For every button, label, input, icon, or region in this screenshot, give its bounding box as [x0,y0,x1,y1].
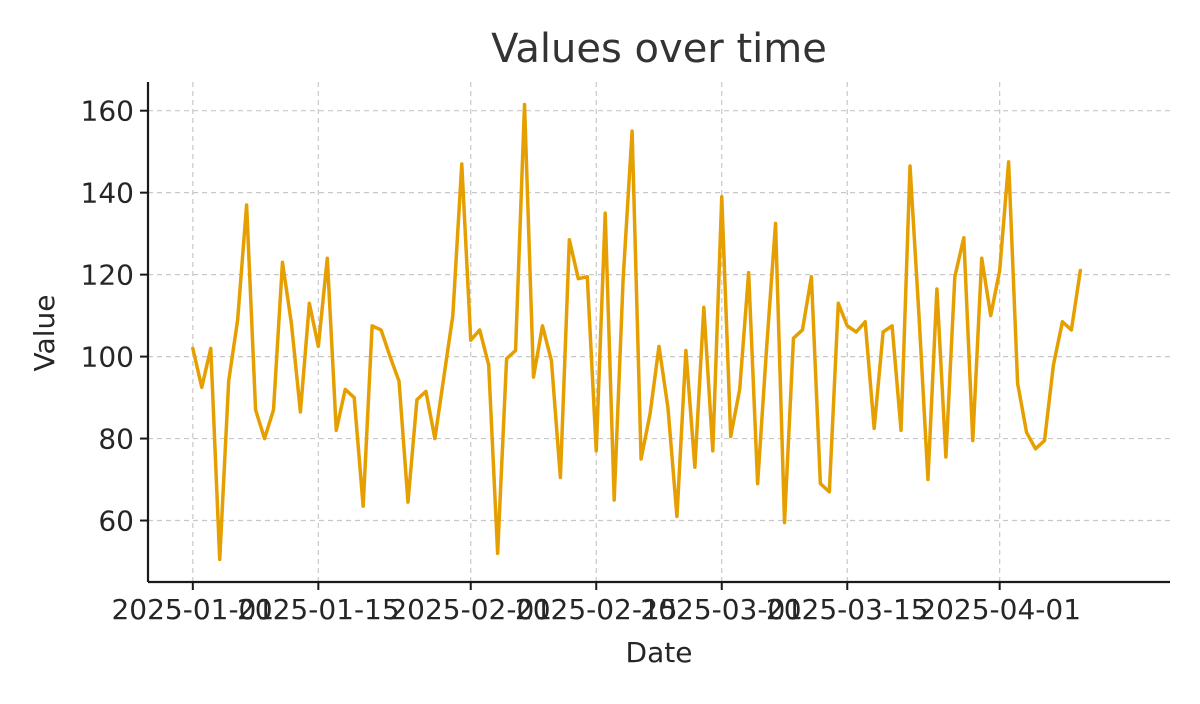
series-layer [191,102,1083,562]
y-tick-label: 100 [81,341,134,374]
y-tick-label: 60 [98,505,134,538]
x-tick-label: 2025-02-15 [515,593,678,626]
x-tick-label: 2025-01-15 [237,593,400,626]
y-tick-label: 120 [81,259,134,292]
x-tick-label: 2025-03-01 [640,593,803,626]
x-tick-label: 2025-04-01 [918,593,1081,626]
y-tick-label: 80 [98,423,134,456]
y-axis-label: Value [28,295,61,372]
axes [140,82,1170,590]
y-tick-label: 160 [81,95,134,128]
x-tick-label: 2025-03-15 [766,593,929,626]
grid-lines [148,82,1170,582]
chart-title: Values over time [491,26,827,72]
x-axis-label: Date [626,636,693,669]
y-tick-label: 140 [81,177,134,210]
x-tick-label: 2025-01-01 [111,593,274,626]
series-line [191,102,1083,562]
tick-labels: 60801001201401602025-01-012025-01-152025… [81,95,1081,626]
x-tick-label: 2025-02-01 [389,593,552,626]
